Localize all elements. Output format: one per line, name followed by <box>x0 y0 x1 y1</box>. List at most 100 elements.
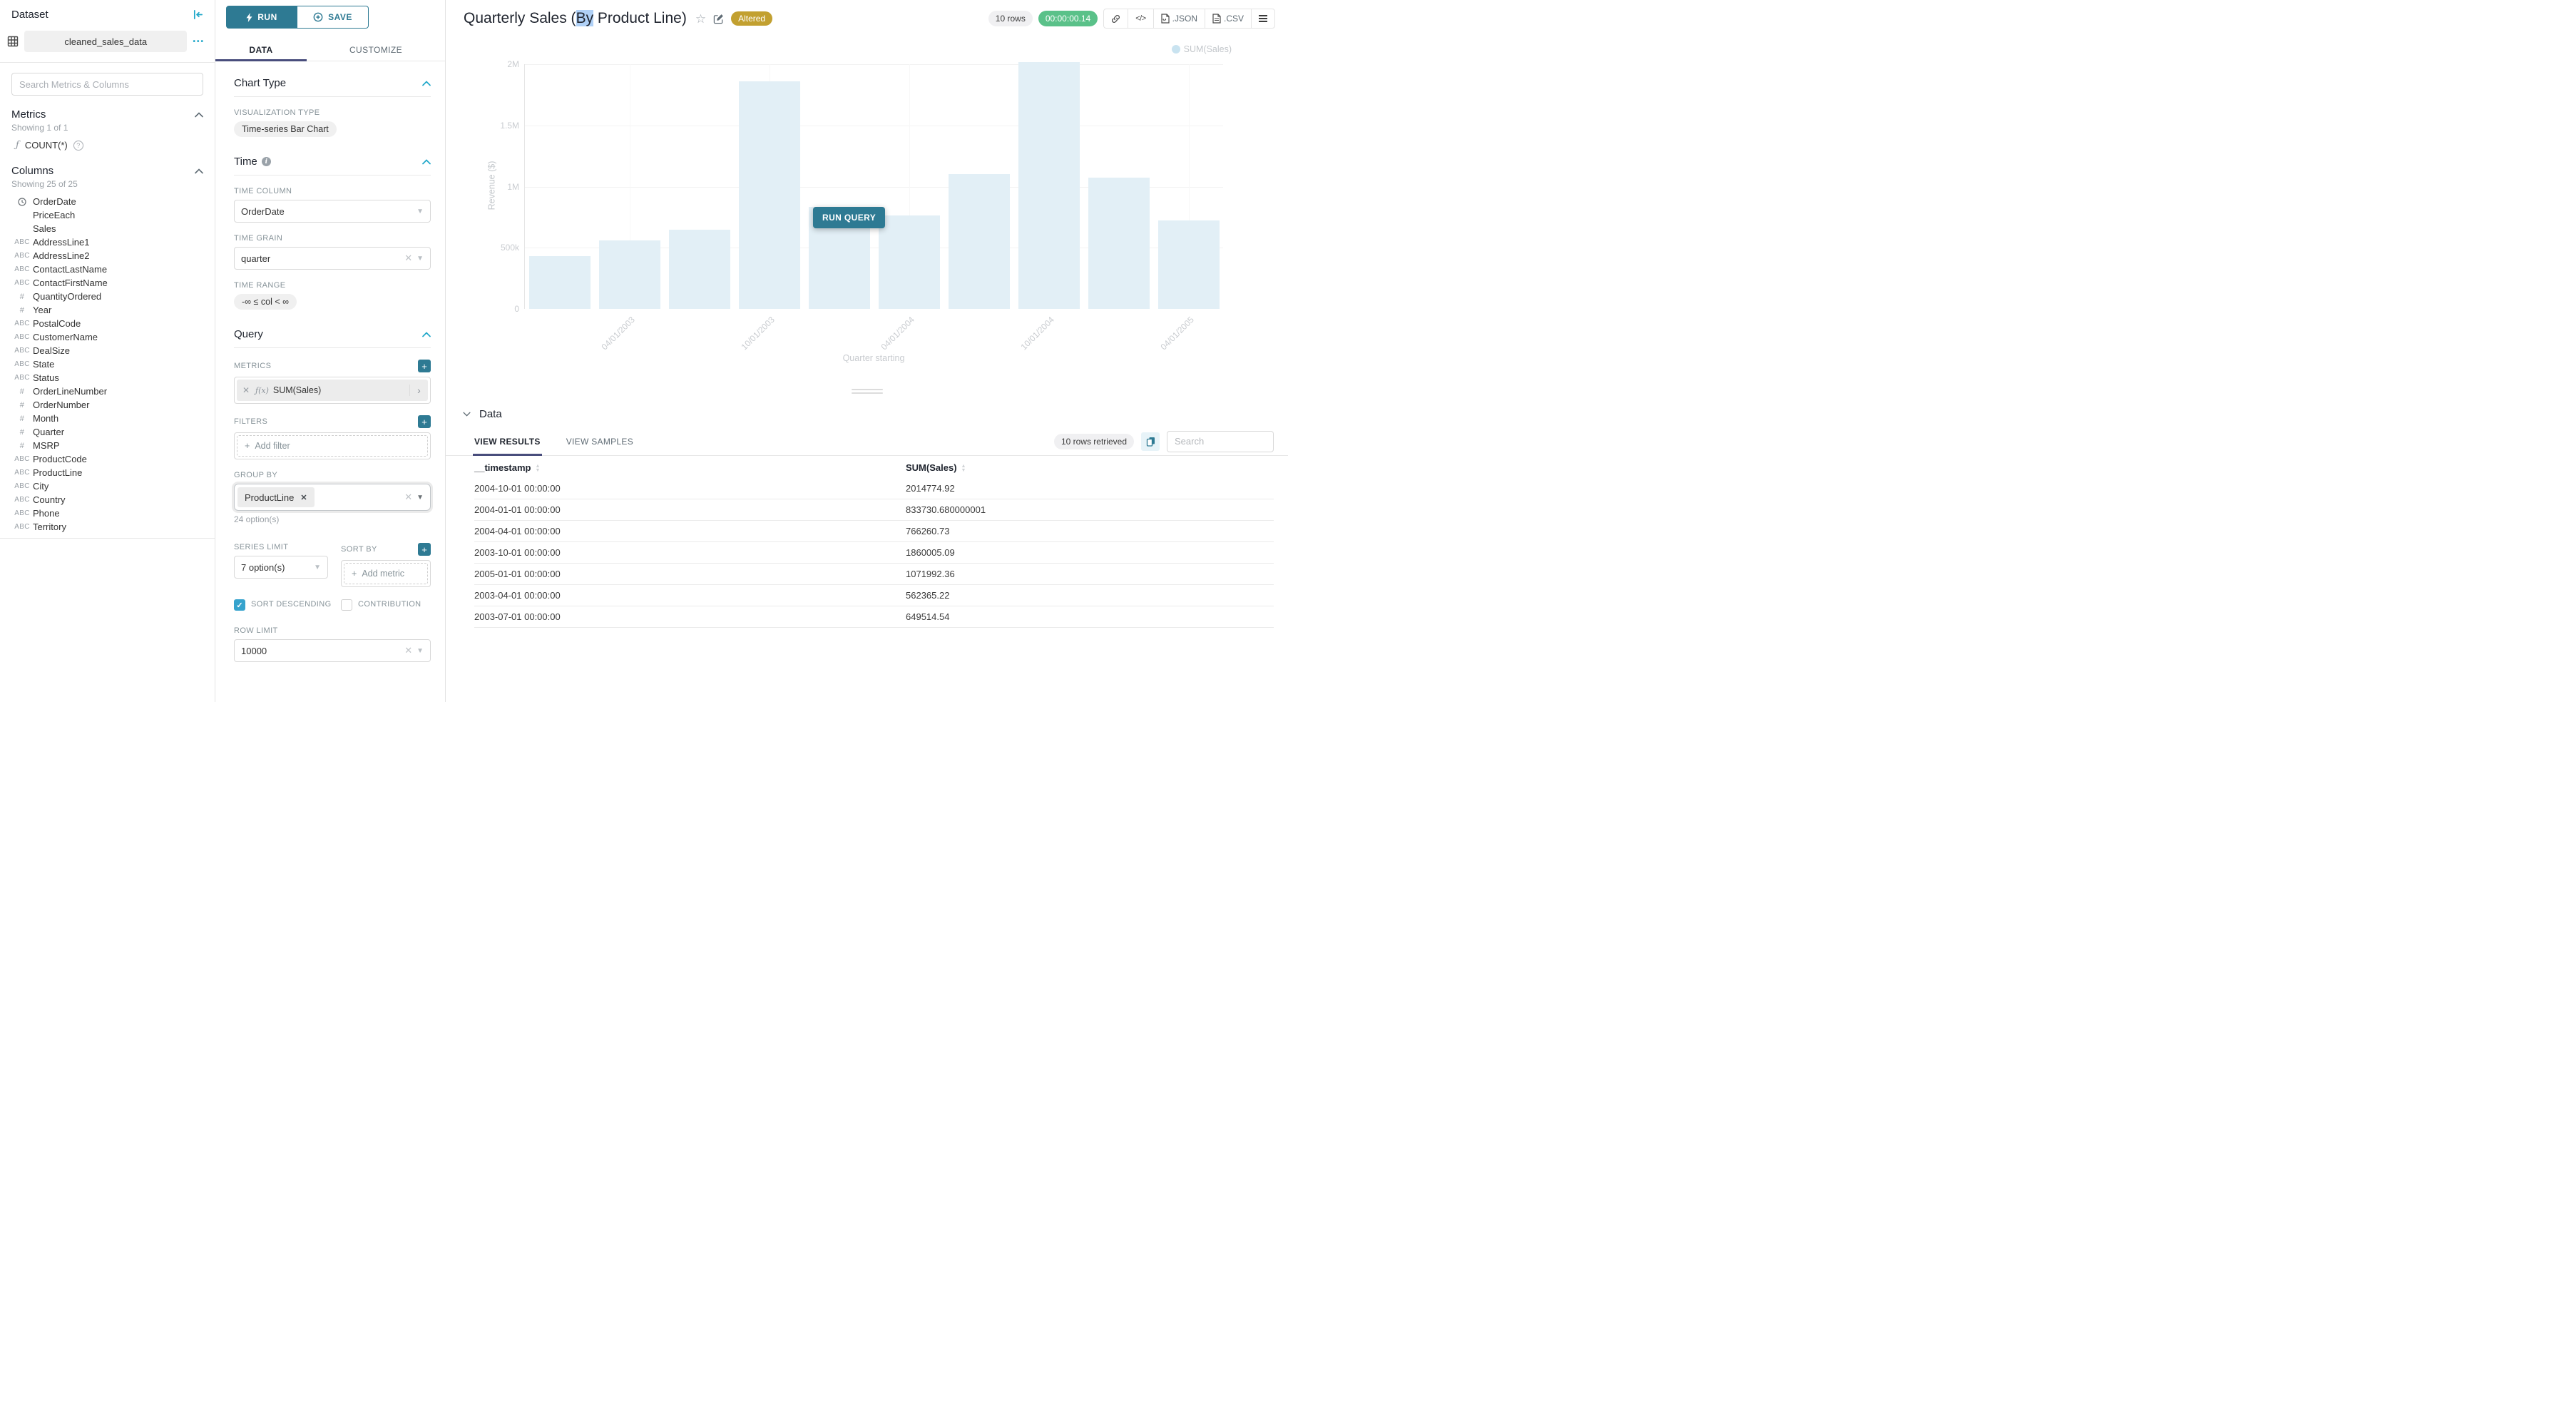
column-item[interactable]: # OrderNumber <box>0 398 215 412</box>
tab-customize[interactable]: CUSTOMIZE <box>349 44 403 55</box>
text-type-icon: ABC <box>14 496 30 504</box>
info-icon: i <box>261 157 271 166</box>
column-item[interactable]: ABC Country <box>0 493 215 507</box>
menu-button[interactable] <box>1251 9 1274 28</box>
column-item[interactable]: ABC Territory <box>0 520 215 534</box>
column-item[interactable]: # MSRP <box>0 439 215 452</box>
clear-icon[interactable]: ✕ <box>404 253 413 263</box>
series-limit-select[interactable]: 7 option(s) ▼ <box>234 556 328 579</box>
clear-icon[interactable]: ✕ <box>404 645 413 656</box>
sort-by-label: SORT BY <box>341 545 377 554</box>
run-button[interactable]: RUN <box>226 6 297 29</box>
column-item[interactable]: ABC Phone <box>0 507 215 520</box>
column-item[interactable]: ABC CustomerName <box>0 330 215 344</box>
row-limit-select[interactable]: 10000 ✕ ▼ <box>234 639 431 662</box>
run-query-button[interactable]: RUN QUERY <box>813 207 886 228</box>
add-sort-metric-dropzone[interactable]: + Add metric <box>344 563 428 584</box>
sort-descending-checkbox[interactable]: ✓ <box>234 599 245 611</box>
tab-view-results[interactable]: VIEW RESULTS <box>473 427 542 456</box>
column-item[interactable]: # Quarter <box>0 425 215 439</box>
legend-item[interactable]: SUM(Sales) <box>1171 44 1232 54</box>
dataset-more-icon[interactable]: ••• <box>193 37 205 46</box>
column-item[interactable]: OrderDate <box>0 195 215 208</box>
code-icon: </> <box>1135 14 1146 23</box>
column-item[interactable]: ABC State <box>0 357 215 371</box>
tab-view-samples[interactable]: VIEW SAMPLES <box>566 436 634 447</box>
time-column-select[interactable]: OrderDate ▼ <box>234 200 431 223</box>
visualization-type-value[interactable]: Time-series Bar Chart <box>234 121 337 137</box>
chevron-down-icon[interactable] <box>463 412 471 417</box>
query-timer-badge: 00:00:00.14 <box>1038 11 1098 26</box>
panel-resize-handle[interactable] <box>851 389 883 396</box>
column-item[interactable]: ABC ContactFirstName <box>0 276 215 290</box>
results-search-input[interactable] <box>1167 430 1274 452</box>
clear-icon[interactable]: ✕ <box>404 492 413 502</box>
time-grain-select[interactable]: quarter ✕ ▼ <box>234 247 431 270</box>
chevron-up-icon[interactable] <box>195 168 203 174</box>
chevron-up-icon[interactable] <box>422 331 431 337</box>
collapse-panel-icon[interactable] <box>193 9 203 20</box>
column-item[interactable]: # OrderLineNumber <box>0 385 215 398</box>
metric-item[interactable]: ƒ COUNT(*) ? <box>0 137 215 155</box>
column-item[interactable]: ABC DealSize <box>0 344 215 357</box>
metric-chip[interactable]: ✕ ƒ(x) SUM(Sales) › <box>237 380 428 401</box>
chevron-right-icon[interactable]: › <box>409 385 428 396</box>
control-tabs: DATA CUSTOMIZE <box>215 39 445 61</box>
tab-data[interactable]: DATA <box>249 44 273 55</box>
remove-metric-icon[interactable]: ✕ <box>242 385 250 395</box>
gridline <box>1189 64 1190 309</box>
edit-title-icon[interactable] <box>713 14 724 24</box>
table-cell: 2014774.92 <box>906 483 955 494</box>
column-item[interactable]: ABC City <box>0 479 215 493</box>
save-button[interactable]: SAVE <box>297 6 369 29</box>
search-metrics-columns-input[interactable] <box>11 73 203 96</box>
sort-icon[interactable]: ▲ ▼ <box>535 463 541 473</box>
text-type-icon: ABC <box>14 509 30 517</box>
column-item[interactable]: ABC ProductCode <box>0 452 215 466</box>
y-axis-tick-label: 0 <box>514 304 519 314</box>
fx-icon: ƒ(x) <box>255 385 269 395</box>
column-item-label: ContactFirstName <box>33 278 108 288</box>
add-metric-button[interactable]: + <box>418 360 431 372</box>
favorite-star-icon[interactable]: ☆ <box>695 11 707 26</box>
column-item[interactable]: # QuantityOrdered <box>0 290 215 303</box>
column-item[interactable]: # Year <box>0 303 215 317</box>
metrics-control: ✕ ƒ(x) SUM(Sales) › <box>234 377 431 404</box>
column-item-label: OrderLineNumber <box>33 386 108 397</box>
column-header-timestamp[interactable]: __timestamp ▲ ▼ <box>474 462 541 473</box>
column-item[interactable]: Sales <box>0 222 215 235</box>
y-axis-tick-label: 1M <box>507 181 519 192</box>
columns-list: OrderDate PriceEach Sales ABC AddressLine1 AB… <box>0 193 215 539</box>
column-item[interactable]: ABC AddressLine1 <box>0 235 215 249</box>
add-filter-button[interactable]: + <box>418 415 431 428</box>
sort-icon[interactable]: ▲ ▼ <box>961 463 966 473</box>
add-sort-metric-button[interactable]: + <box>418 543 431 556</box>
column-item-label: Territory <box>33 522 66 532</box>
remove-chip-icon[interactable]: ✕ <box>300 493 307 502</box>
visualization-type-label: VISUALIZATION TYPE <box>234 108 320 117</box>
export-csv-button[interactable]: .CSV <box>1204 9 1251 28</box>
column-item[interactable]: ABC ContactLastName <box>0 263 215 276</box>
chevron-up-icon[interactable] <box>422 158 431 165</box>
column-item[interactable]: ABC Status <box>0 371 215 385</box>
time-range-value[interactable]: -∞ ≤ col < ∞ <box>234 294 297 310</box>
view-query-button[interactable]: </> <box>1128 9 1152 28</box>
column-item-label: ContactLastName <box>33 264 108 275</box>
chevron-up-icon[interactable] <box>195 111 203 118</box>
groupby-chip[interactable]: ProductLine ✕ <box>237 487 315 507</box>
share-link-button[interactable] <box>1104 9 1128 28</box>
column-header-sum-sales[interactable]: SUM(Sales) ▲ ▼ <box>906 462 966 473</box>
column-item-label: AddressLine2 <box>33 250 90 261</box>
column-item[interactable]: PriceEach <box>0 208 215 222</box>
chevron-up-icon[interactable] <box>422 80 431 86</box>
copy-data-button[interactable] <box>1141 432 1160 451</box>
columns-section-title: Columns <box>11 165 54 177</box>
column-item[interactable]: ABC AddressLine2 <box>0 249 215 263</box>
contribution-checkbox[interactable] <box>341 599 352 611</box>
groupby-select[interactable]: ProductLine ✕ ✕ ▼ <box>234 484 431 511</box>
column-item[interactable]: ABC PostalCode <box>0 317 215 330</box>
add-filter-dropzone[interactable]: + Add filter <box>237 435 428 457</box>
column-item[interactable]: # Month <box>0 412 215 425</box>
export-json-button[interactable]: .JSON <box>1152 9 1205 28</box>
column-item[interactable]: ABC ProductLine <box>0 466 215 479</box>
